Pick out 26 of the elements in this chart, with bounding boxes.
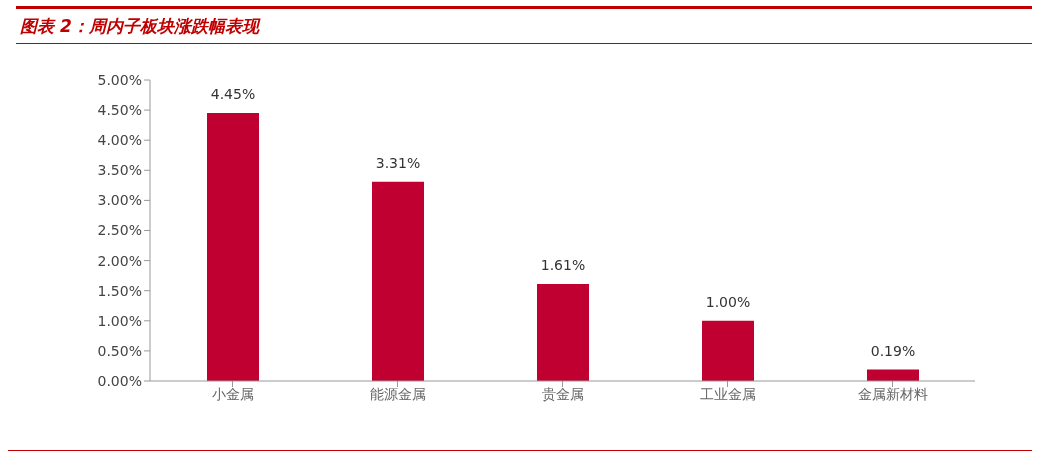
x-tick-label: 贵金属 [541, 385, 584, 402]
y-tick-label: 2.00% [97, 252, 142, 269]
data-label: 1.61% [540, 257, 586, 274]
y-tick-label: 4.00% [97, 132, 142, 149]
x-tick-label: 工业金属 [699, 385, 756, 402]
y-tick-label: 5.00% [97, 71, 142, 88]
y-tick-label: 3.50% [97, 162, 142, 179]
y-tick-label: 1.50% [97, 282, 142, 299]
bar [702, 320, 754, 381]
y-tick-label: 0.50% [97, 342, 142, 359]
data-label: 1.00% [705, 293, 751, 310]
y-tick-label: 2.50% [97, 222, 142, 239]
chart-title: 图表 2：周内子板块涨跌幅表现 [20, 15, 259, 38]
data-label: 3.31% [375, 154, 421, 171]
x-tick-label: 能源金属 [369, 385, 426, 402]
bar [372, 181, 424, 381]
bar [207, 113, 259, 381]
y-tick-label: 4.50% [97, 102, 142, 119]
data-label: 0.19% [870, 342, 916, 359]
x-tick-label: 小金属 [211, 385, 254, 402]
y-tick-label: 3.00% [97, 192, 142, 209]
bar [537, 284, 589, 381]
x-tick-label: 金属新材料 [857, 385, 928, 402]
y-tick-label: 1.00% [97, 312, 142, 329]
y-tick-label: 0.00% [97, 372, 142, 389]
data-label: 4.45% [210, 86, 256, 103]
